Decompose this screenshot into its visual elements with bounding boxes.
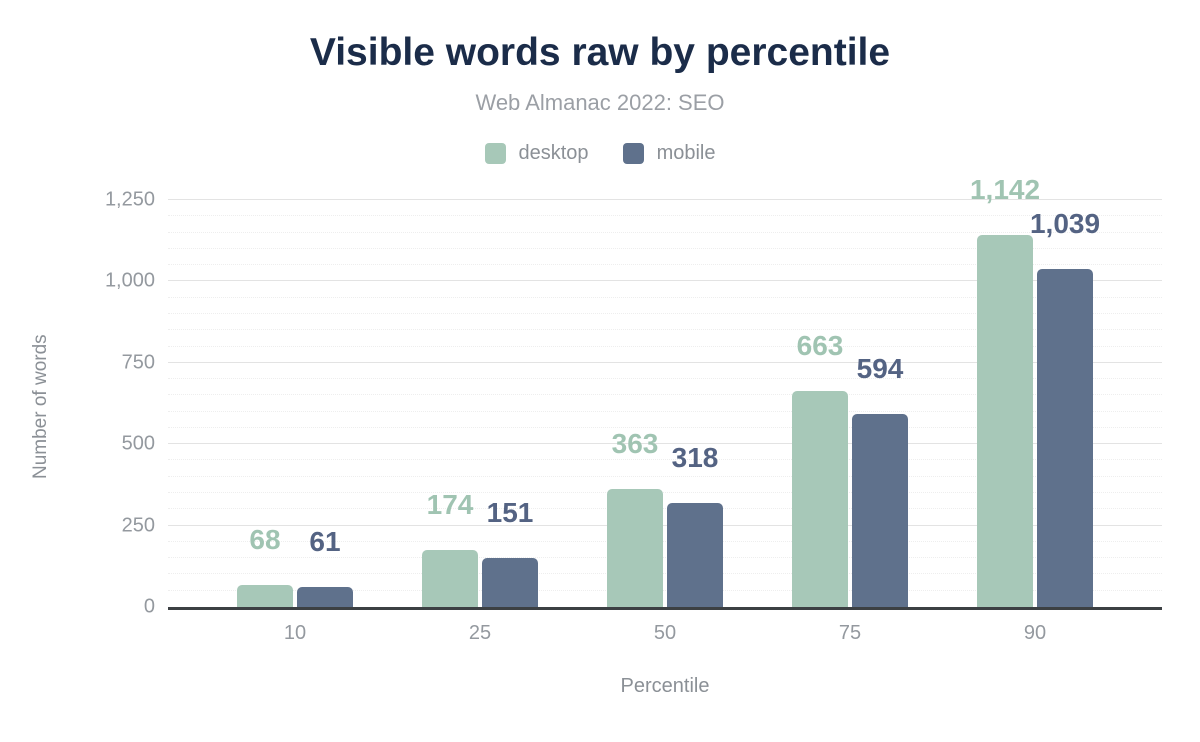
bar-value-mobile-p50: 318 [671, 442, 719, 474]
bar-value-desktop-p90: 1,142 [969, 174, 1041, 206]
gridline-minor [168, 345, 1162, 347]
gridline-minor [168, 296, 1162, 298]
bar-mobile-p75: 594 [852, 354, 908, 607]
y-tick-label: 500 [121, 432, 155, 455]
gridline-minor [168, 329, 1162, 331]
legend-item-mobile: mobile [622, 142, 716, 165]
x-tick-label-75: 75 [838, 622, 862, 644]
bar-desktop-p10: 68 [237, 525, 293, 607]
bar-value-mobile-p90: 1,039 [1029, 207, 1101, 239]
gridline-major [168, 199, 1162, 200]
bar-value-desktop-p75: 663 [796, 330, 844, 362]
y-tick-label: 1,250 [104, 188, 155, 211]
gridline-minor [168, 459, 1162, 461]
legend-swatch-mobile [622, 143, 644, 164]
gridline-minor [168, 394, 1162, 396]
chart-title: Visible words raw by percentile [309, 31, 891, 74]
gridline-minor [168, 264, 1162, 266]
bar-value-mobile-p25: 151 [486, 496, 534, 528]
chart-subtitle: Web Almanac 2022: SEO [475, 90, 725, 115]
gridline-minor [168, 247, 1162, 249]
y-tick-label: 250 [121, 514, 155, 537]
y-tick-label: 0 [143, 595, 155, 618]
gridline-major [168, 280, 1162, 282]
bar-desktop-p90: 1,142 [970, 176, 1040, 607]
legend-label-desktop: desktop [518, 142, 589, 164]
bar-group-p90: 1,142 1,039 [943, 176, 1128, 607]
bar-value-desktop-p10: 68 [249, 523, 281, 555]
legend-item-desktop: desktop [484, 142, 589, 165]
gridline-minor [168, 475, 1162, 477]
bar-value-desktop-p50: 363 [611, 427, 659, 459]
gridline-minor [168, 540, 1162, 542]
x-axis-title: Percentile [620, 675, 710, 697]
gridline-minor [168, 231, 1162, 233]
bar-group-p10: 68 61 [203, 203, 388, 607]
gridline-major [168, 361, 1162, 363]
bar-value-desktop-p25: 174 [426, 489, 474, 521]
bar-value-mobile-p10: 61 [309, 526, 341, 558]
legend-swatch-desktop [484, 143, 506, 164]
x-tick-label-50: 50 [653, 622, 677, 644]
bar-desktop-p75: 663 [792, 332, 848, 607]
bar-group-p25: 174 151 [388, 203, 573, 607]
plot-area: 0 250 500 750 1,000 1,250 68 61 174 151 363 318 663 5… [105, 176, 1162, 618]
x-tick-label-90: 90 [1023, 622, 1047, 644]
bar-desktop-p25: 174 [422, 491, 478, 607]
bar-desktop-p50: 363 [607, 429, 663, 607]
x-tick-label-25: 25 [468, 622, 492, 644]
gridline-minor [168, 589, 1162, 591]
legend-label-mobile: mobile [656, 142, 716, 164]
bar-mobile-p10: 61 [297, 528, 353, 607]
x-axis-tick-labels: 10 25 50 75 90 [168, 622, 1162, 648]
bar-group-p50: 363 318 [573, 203, 758, 607]
y-tick-label: 750 [121, 351, 155, 374]
bar-mobile-p90: 1,039 [1030, 209, 1100, 607]
gridline-major [168, 443, 1162, 445]
gridline-minor [168, 573, 1162, 575]
gridline-minor [168, 508, 1162, 510]
gridline-minor [168, 378, 1162, 380]
gridline-minor [168, 215, 1162, 217]
bar-mobile-p25: 151 [482, 498, 538, 607]
bar-group-p75: 663 594 [758, 203, 943, 607]
x-tick-label-10: 10 [283, 622, 307, 644]
bar-mobile-p50: 318 [667, 444, 723, 607]
y-axis-title: Number of words [30, 334, 51, 479]
gridline-minor [168, 426, 1162, 428]
y-tick-label: 1,000 [104, 269, 155, 292]
gridline-minor [168, 410, 1162, 412]
gridline-major [168, 524, 1162, 526]
legend: desktop mobile [0, 142, 1200, 165]
gridline-minor [168, 557, 1162, 559]
bar-value-mobile-p75: 594 [856, 352, 904, 384]
gridline-minor [168, 492, 1162, 494]
gridline-minor [168, 312, 1162, 314]
